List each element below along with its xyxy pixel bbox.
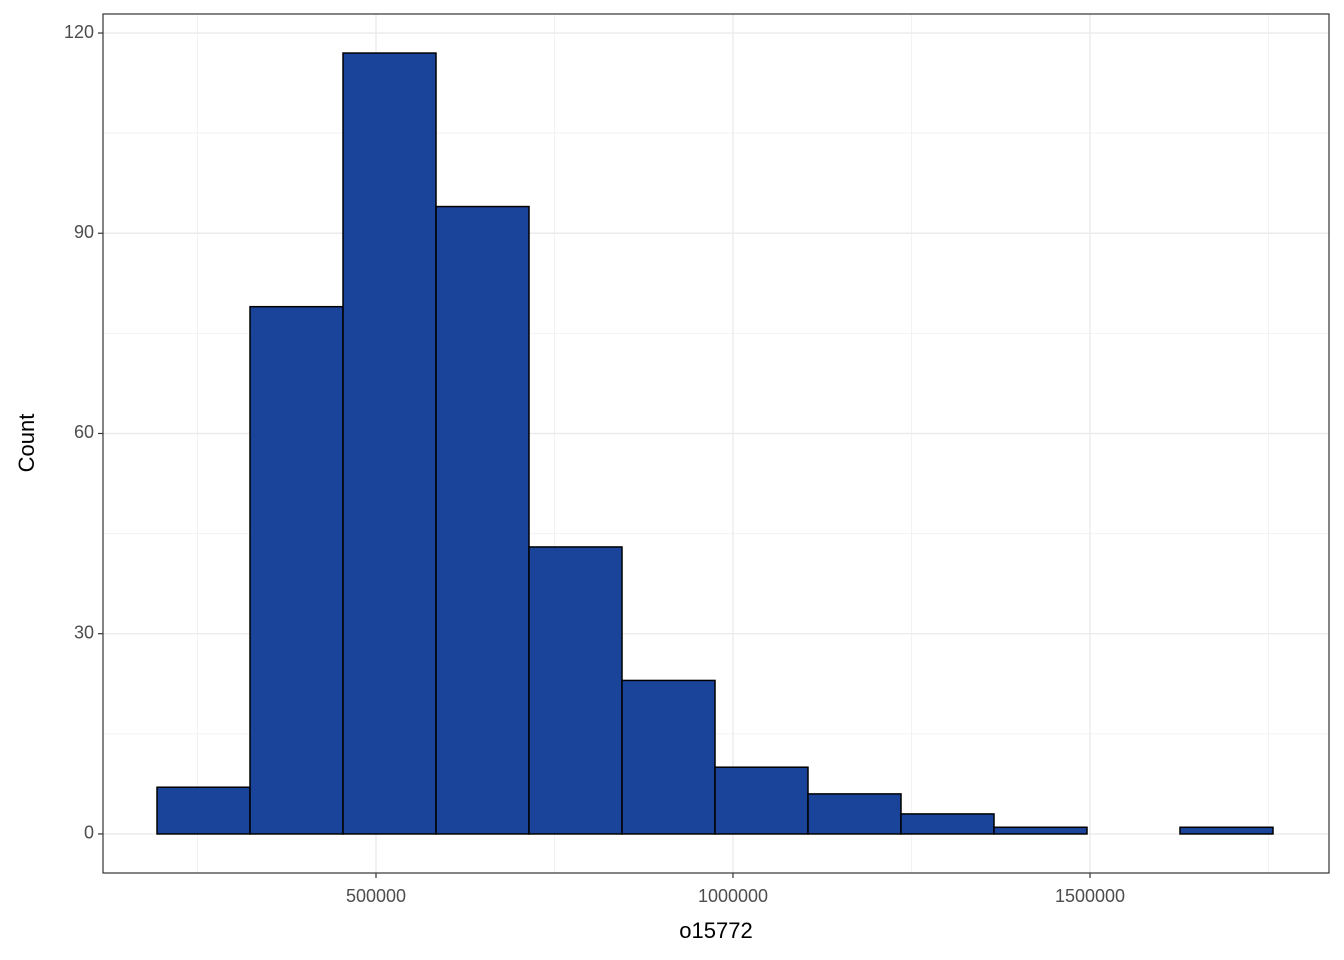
x-tick-label: 1500000 [1055,886,1125,906]
bar [249,305,344,835]
bar [993,826,1088,835]
x-tick-label: 500000 [346,886,406,906]
x-tick-label: 1000000 [698,886,768,906]
y-tick-label: 0 [84,823,94,843]
bar [435,205,530,835]
y-tick-label: 90 [74,222,94,242]
bar [528,546,623,835]
y-tick-label: 120 [64,22,94,42]
bar [900,813,995,835]
panel-border [102,13,1330,874]
axes: 0 30 60 90 120 500000 1000000 1500000 [64,22,1125,906]
bar [342,52,437,835]
bar [156,786,251,835]
y-axis-title: Count [14,414,39,473]
bar [714,766,809,835]
bars [156,52,1274,835]
x-axis-title: o15772 [679,918,752,943]
bar [807,793,902,835]
y-tick-label: 30 [74,622,94,642]
bar [621,679,716,835]
bar [1179,826,1274,835]
y-tick-label: 60 [74,422,94,442]
